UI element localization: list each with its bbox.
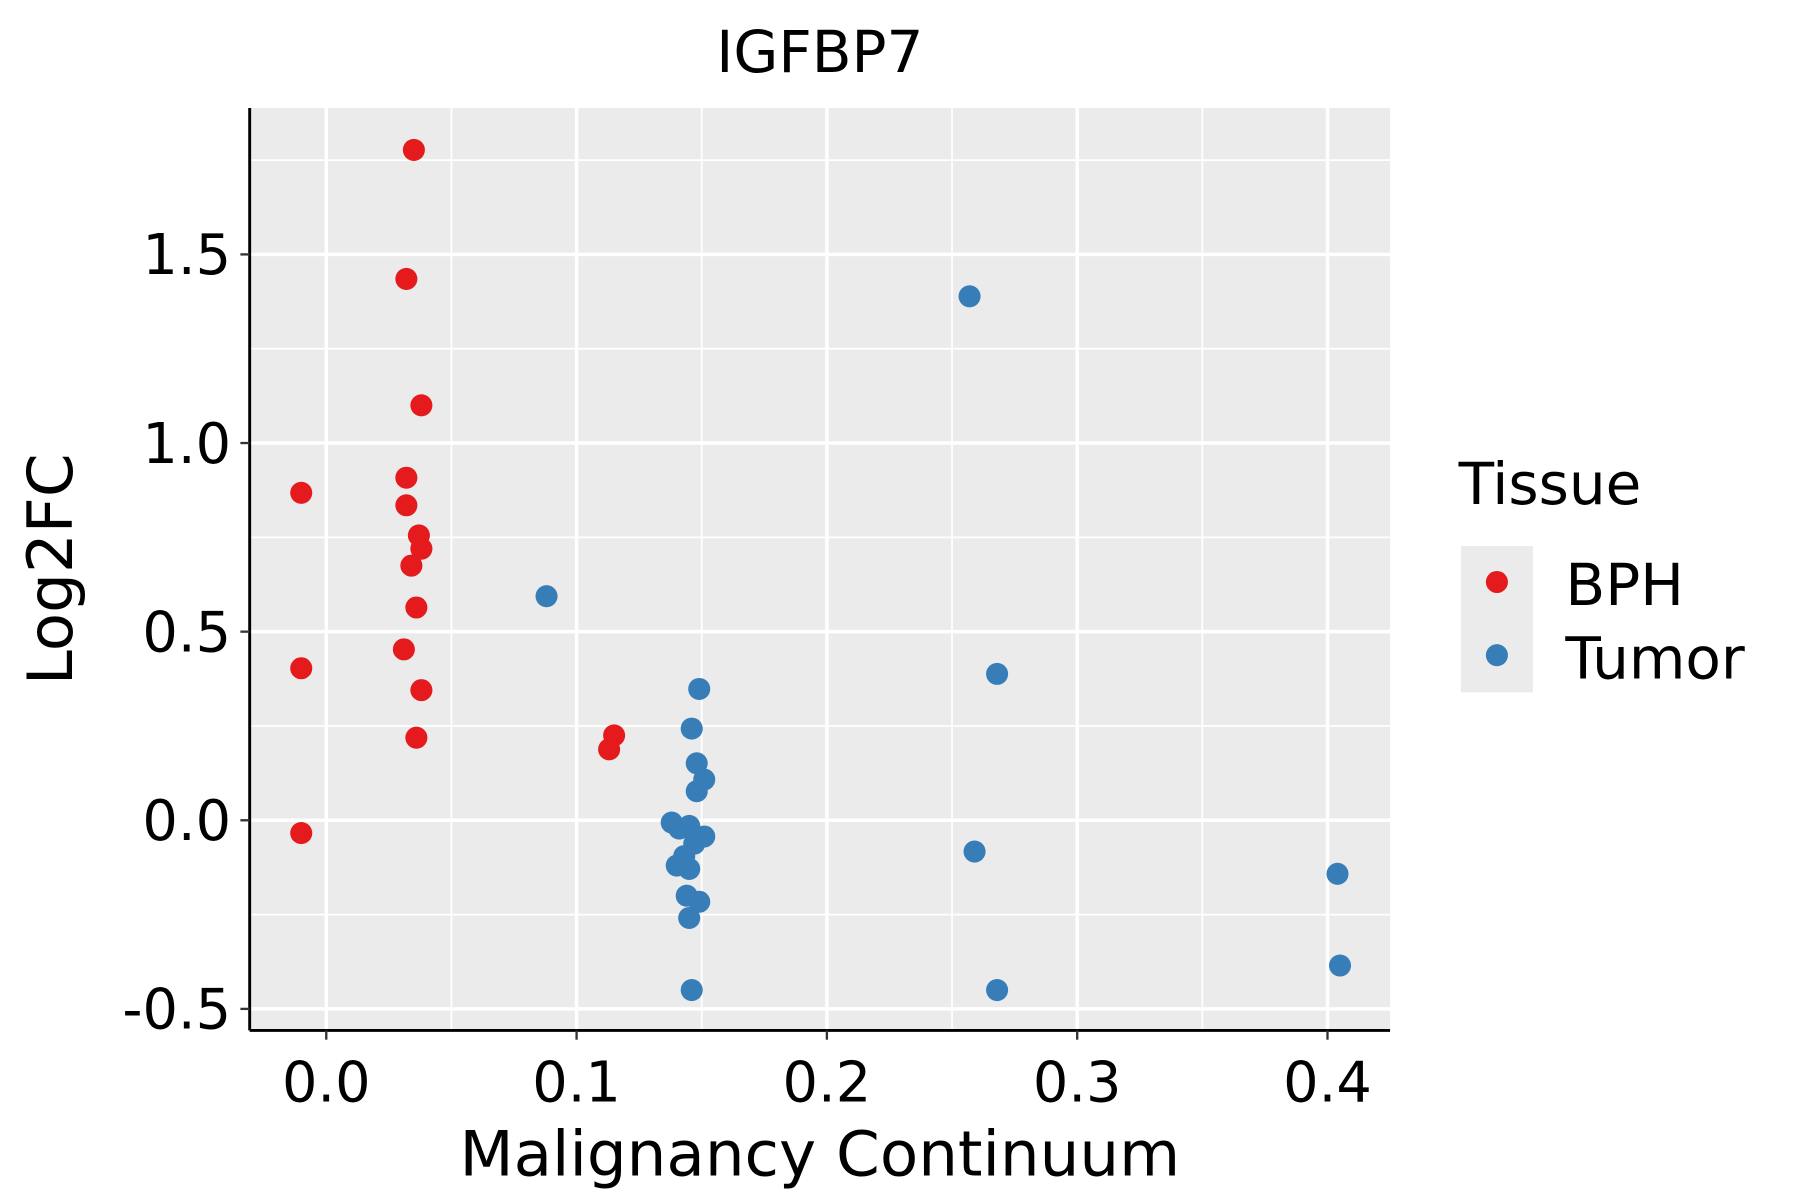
point-bph [290, 822, 313, 845]
point-tumor [986, 978, 1009, 1002]
x-tick-label: 0.1 [532, 1050, 621, 1115]
point-bph [395, 466, 418, 489]
point-bph [410, 679, 433, 702]
point-bph [400, 554, 423, 577]
legend-key-bph [1485, 570, 1508, 594]
point-bph [402, 138, 425, 161]
point-tumor [678, 857, 701, 880]
point-tumor [678, 906, 701, 930]
point-tumor [680, 978, 703, 1002]
point-bph [598, 738, 621, 761]
point-bph [410, 394, 433, 417]
point-bph [395, 494, 418, 517]
point-tumor [535, 585, 558, 608]
x-tick-label: 0.3 [1033, 1050, 1122, 1115]
point-bph [392, 638, 415, 661]
legend-label-bph: BPH [1565, 551, 1683, 619]
point-tumor [986, 662, 1009, 685]
point-tumor [688, 677, 711, 701]
legend: Tissue BPH Tumor [1458, 450, 1745, 692]
point-tumor [685, 780, 708, 803]
point-bph [410, 537, 433, 560]
x-tick-label: 0.2 [783, 1050, 872, 1115]
legend-title: Tissue [1458, 450, 1642, 518]
point-tumor [680, 717, 703, 740]
data-points [290, 138, 1352, 1002]
point-tumor [688, 890, 711, 913]
y-tick-label: 0.0 [142, 789, 231, 854]
point-tumor [963, 840, 986, 863]
point-tumor [1328, 954, 1352, 977]
y-ticks: -0.5 0.0 0.5 1.0 1.5 [122, 223, 250, 1043]
legend-label-tumor: Tumor [1564, 624, 1745, 692]
y-axis-label: Log2FC [14, 453, 87, 685]
point-bph [405, 726, 428, 749]
x-tick-label: 0.0 [282, 1050, 371, 1115]
y-tick-label: 1.5 [142, 223, 231, 288]
gridlines [249, 108, 1391, 1031]
legend-key-bg [1460, 545, 1533, 693]
point-bph [405, 596, 428, 619]
y-tick-label: 0.5 [142, 600, 231, 665]
point-bph [395, 267, 418, 290]
point-tumor [958, 285, 981, 308]
legend-key-tumor [1485, 644, 1508, 667]
x-axis-label: Malignancy Continuum [460, 1118, 1181, 1191]
point-tumor [1326, 862, 1349, 885]
y-tick-label: -0.5 [122, 978, 231, 1043]
x-ticks: 0.0 0.1 0.2 0.3 0.4 [282, 1030, 1372, 1115]
chart-title: IGFBP7 [716, 18, 923, 86]
point-bph [290, 481, 313, 504]
point-bph [290, 657, 313, 680]
plot-panel [249, 108, 1391, 1031]
y-tick-label: 1.0 [142, 412, 231, 477]
x-tick-label: 0.4 [1283, 1050, 1372, 1115]
